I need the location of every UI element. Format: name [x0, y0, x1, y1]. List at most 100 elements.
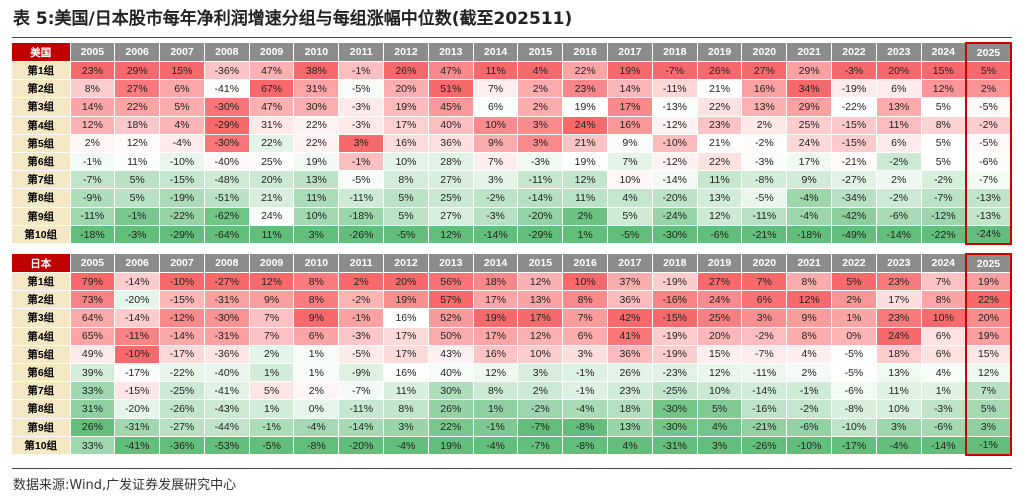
value-cell: -2% — [786, 399, 833, 419]
value-cell: 7% — [249, 327, 295, 346]
value-cell: 6% — [921, 327, 967, 346]
value-cell: 12% — [697, 363, 743, 383]
value-cell: 11% — [876, 381, 922, 401]
value-cell: -4% — [159, 134, 205, 153]
value-cell: 19% — [562, 152, 609, 172]
table-row: 第4组 65% -11% -14% -31% 7% 6% -3% 17% 50% 17% 12% 6% 4… — [12, 327, 1013, 346]
year-header: 2020 — [741, 254, 788, 273]
group-label: 第6组 — [12, 152, 71, 172]
top-rule — [12, 37, 1012, 38]
value-cell: -7% — [338, 381, 385, 401]
value-cell: -44% — [204, 418, 250, 437]
value-cell: 13% — [876, 97, 922, 117]
value-cell: 30% — [293, 97, 340, 117]
value-cell: 5% — [921, 97, 967, 117]
value-cell: 20% — [876, 61, 922, 81]
year-header: 2025 — [964, 42, 1013, 62]
value-cell: -2% — [921, 170, 967, 190]
source-note: 数据来源:Wind,广发证券发展研究中心 — [13, 478, 237, 493]
value-cell: -31% — [652, 436, 698, 456]
value-cell: -7% — [517, 418, 564, 437]
value-cell: 31% — [249, 116, 295, 135]
value-cell: -10% — [786, 436, 833, 456]
value-cell: 47% — [249, 61, 295, 81]
value-cell: -14% — [159, 327, 205, 346]
value-cell: -19% — [652, 272, 698, 292]
value-cell: 25% — [249, 152, 295, 172]
japan-header-row: 日本 2005 2006 2007 2008 2009 2010 2011 2012 2013 20… — [12, 253, 1013, 273]
value-cell: 3% — [964, 418, 1013, 437]
value-cell: -10% — [159, 152, 205, 172]
year-header: 2018 — [652, 43, 698, 62]
value-cell: -18% — [786, 225, 833, 245]
value-cell: -49% — [831, 225, 877, 245]
value-cell: 11% — [114, 152, 161, 172]
value-cell: -2% — [741, 134, 788, 153]
value-cell: -6% — [921, 418, 967, 437]
year-header: 2016 — [562, 254, 609, 273]
value-cell: 26% — [428, 399, 474, 419]
value-cell: -34% — [831, 188, 877, 208]
value-cell: -24% — [652, 207, 698, 226]
us-table: 美国 2005 2006 2007 2008 2009 2010 2011 2012 2013 20… — [12, 42, 1013, 245]
year-header: 2005 — [70, 43, 116, 62]
value-cell: 22% — [114, 97, 161, 117]
value-cell: 7% — [249, 308, 295, 328]
group-label: 第3组 — [12, 97, 71, 117]
value-cell: 65% — [70, 327, 116, 346]
value-cell: 79% — [70, 272, 116, 292]
value-cell: 6% — [741, 290, 788, 310]
group-label: 第5组 — [12, 345, 71, 364]
value-cell: 15% — [921, 61, 967, 81]
value-cell: 29% — [114, 61, 161, 81]
value-cell: -5% — [338, 79, 385, 99]
japan-table-body: 第1组 79% -14% -10% -27% 12% 8% 2% 20% 56% 18% 12% 10%… — [12, 272, 1013, 456]
value-cell: -5% — [964, 134, 1013, 153]
value-cell: 3% — [517, 363, 564, 383]
value-cell: 8% — [383, 399, 429, 419]
value-cell: -20% — [517, 207, 564, 226]
value-cell: -30% — [652, 225, 698, 245]
table-row: 第3组 14% 22% 5% -30% 47% 30% -3% 19% 45% 6% 2% 19% 17%… — [12, 97, 1013, 117]
value-cell: -6% — [697, 225, 743, 245]
year-header: 2006 — [114, 43, 161, 62]
value-cell: -18% — [70, 225, 116, 245]
value-cell: 25% — [786, 116, 833, 135]
value-cell: -6% — [831, 381, 877, 401]
value-cell: 8% — [921, 290, 967, 310]
value-cell: 10% — [473, 116, 519, 135]
value-cell: 12% — [114, 134, 161, 153]
value-cell: 5% — [831, 272, 877, 292]
value-cell: 3% — [876, 418, 922, 437]
value-cell: 4% — [159, 116, 205, 135]
value-cell: 4% — [786, 345, 833, 364]
year-header: 2016 — [562, 43, 609, 62]
value-cell: -62% — [204, 207, 250, 226]
value-cell: 27% — [114, 79, 161, 99]
value-cell: 47% — [428, 61, 474, 81]
value-cell: 9% — [607, 134, 653, 153]
value-cell: -10% — [652, 134, 698, 153]
value-cell: 8% — [383, 170, 429, 190]
table-row: 第8组 31% -20% -26% -43% 1% 0% -11% 8% 26% 1% -2% -4% 1… — [12, 399, 1013, 419]
value-cell: 21% — [249, 188, 295, 208]
value-cell: 17% — [473, 290, 519, 310]
value-cell: -3% — [114, 225, 161, 245]
value-cell: 8% — [786, 272, 833, 292]
value-cell: 19% — [383, 290, 429, 310]
value-cell: 3% — [473, 170, 519, 190]
value-cell: 17% — [517, 308, 564, 328]
group-label: 第9组 — [12, 418, 71, 437]
table-row: 第1组 23% 29% 15% -36% 47% 38% -1% 26% 47% 11% 4% 22% 1… — [12, 61, 1013, 81]
value-cell: -17% — [114, 363, 161, 383]
value-cell: -1% — [562, 363, 609, 383]
value-cell: -1% — [338, 61, 385, 81]
japan-market-label: 日本 — [12, 254, 71, 273]
value-cell: 19% — [428, 436, 474, 456]
value-cell: -21% — [831, 152, 877, 172]
year-header: 2010 — [293, 43, 340, 62]
value-cell: 12% — [428, 225, 474, 245]
value-cell: 5% — [607, 207, 653, 226]
value-cell: -8% — [562, 436, 609, 456]
value-cell: 3% — [562, 345, 609, 364]
